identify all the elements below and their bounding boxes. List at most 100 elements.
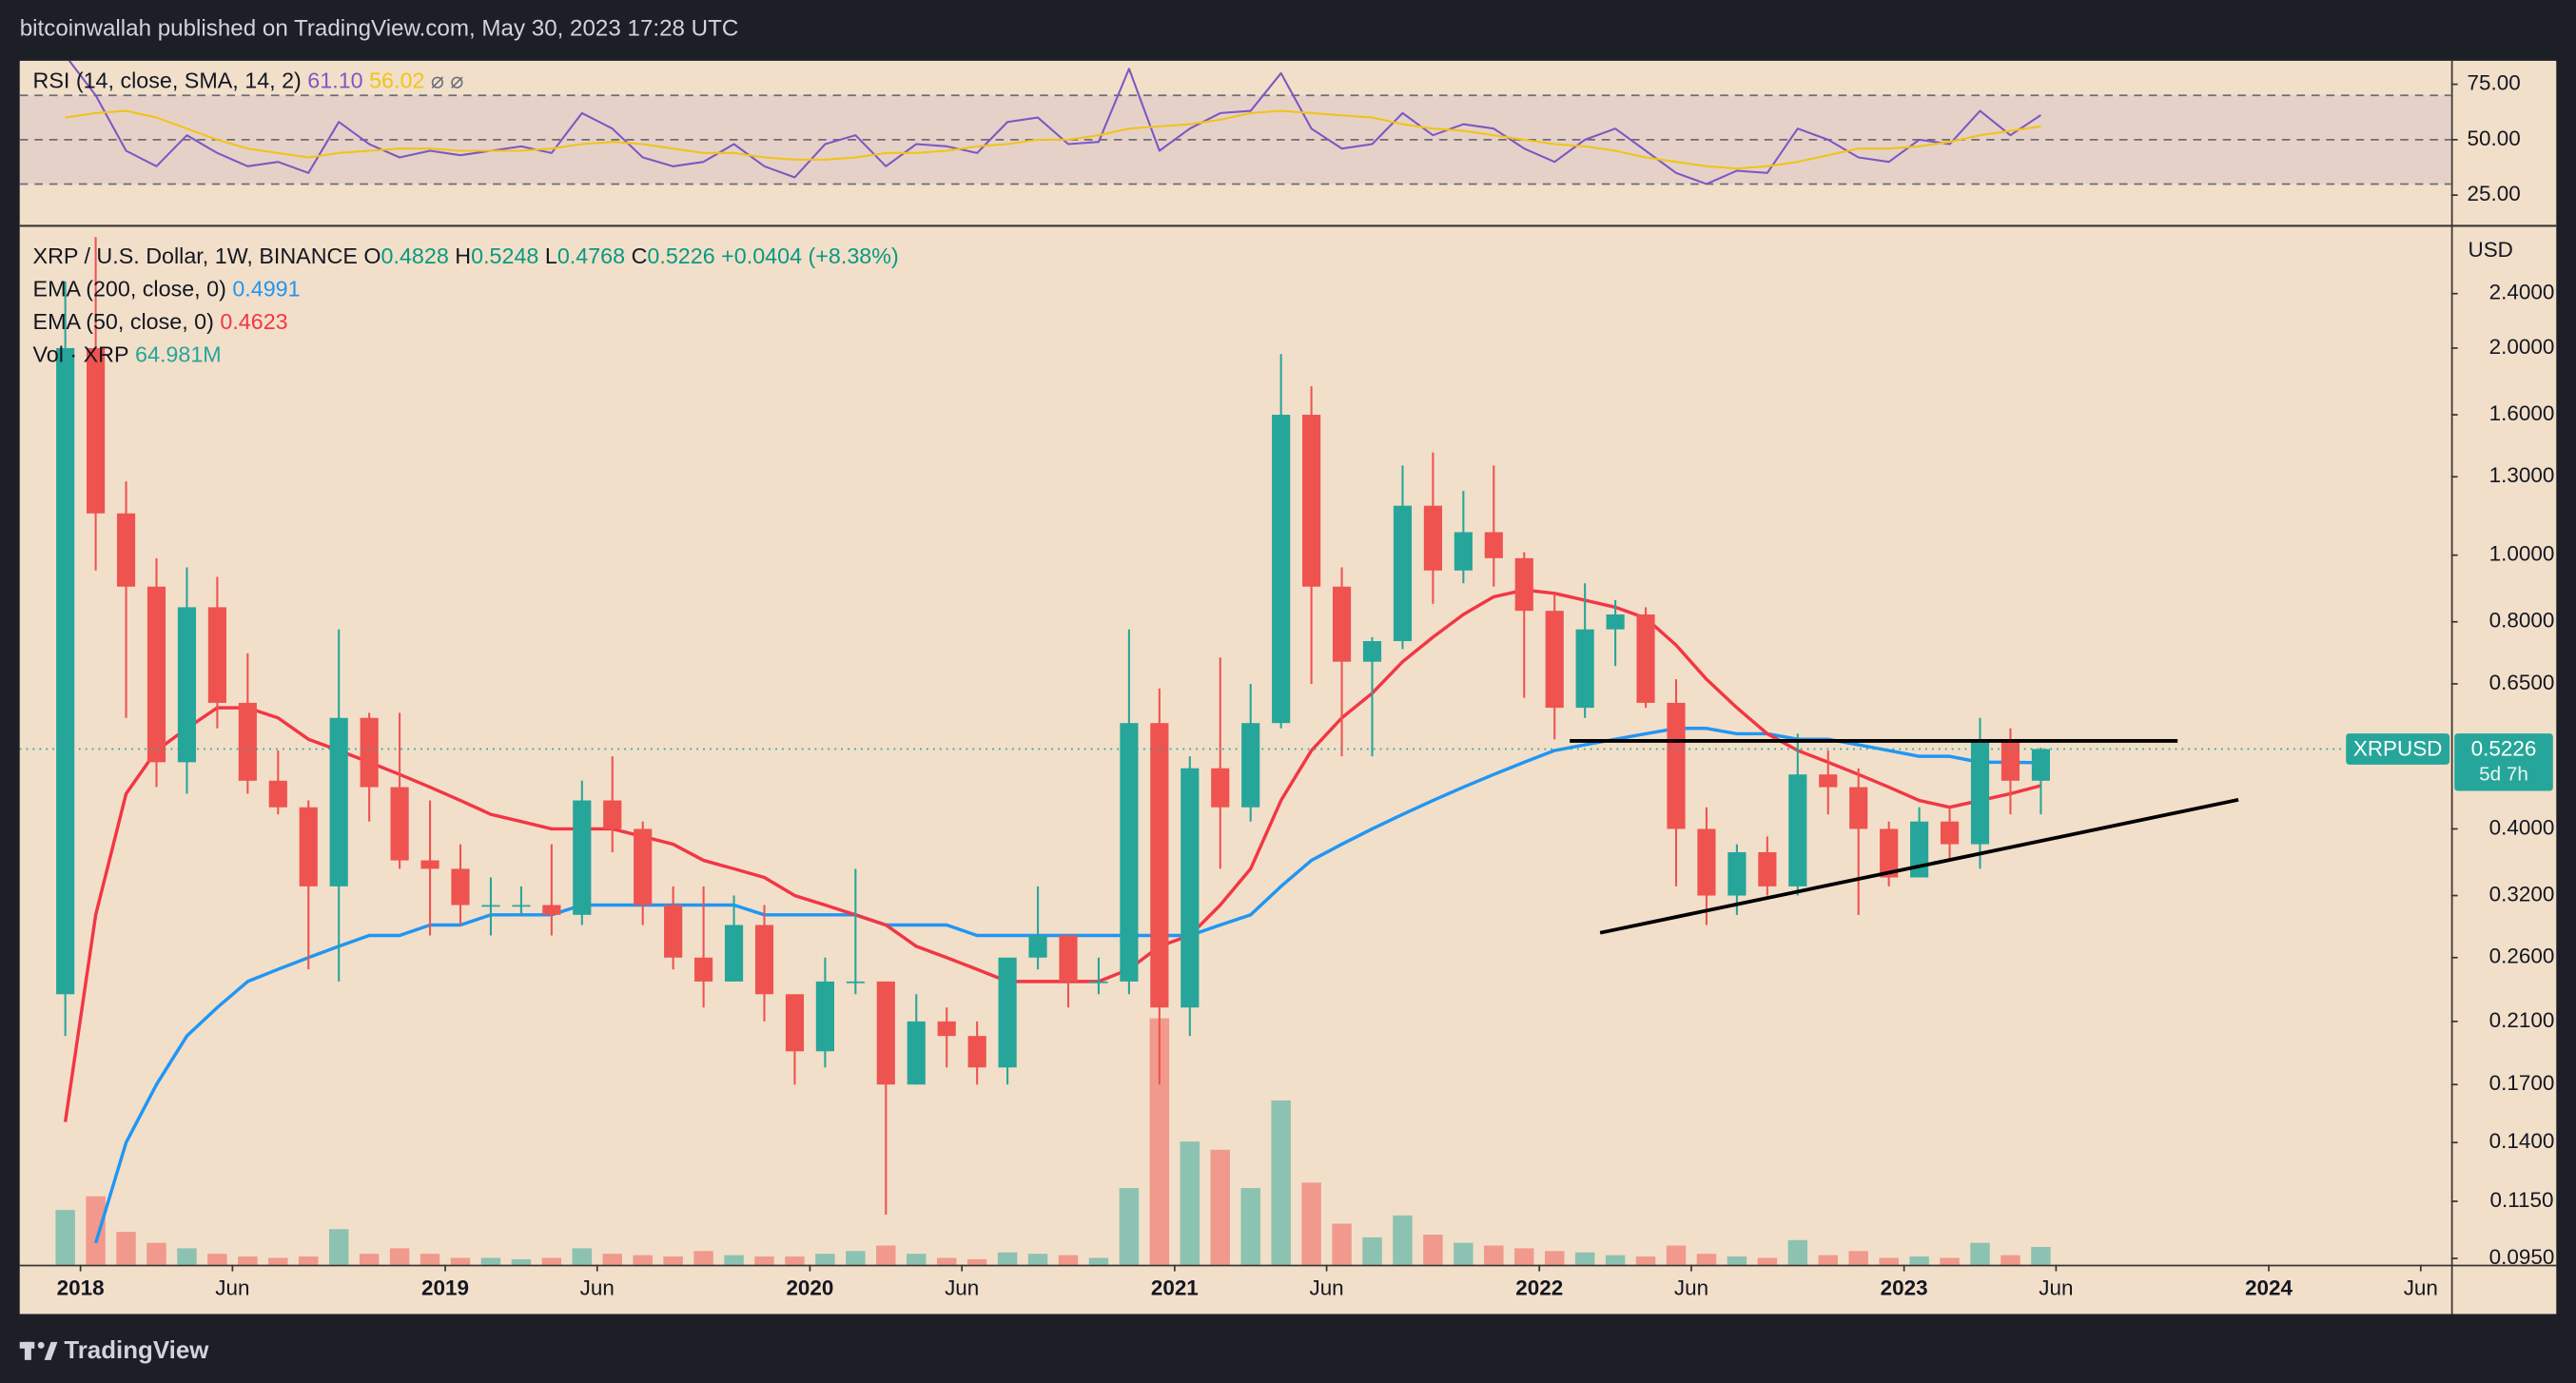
volume-bar [997, 1252, 1018, 1265]
volume-bar [2000, 1255, 2020, 1265]
candle-body [846, 981, 865, 984]
ohlc-label: C [632, 243, 648, 268]
candle-body [1970, 739, 1990, 845]
rsi-tick-label: 75.00 [2468, 71, 2521, 95]
candle-body [694, 957, 713, 982]
volume-bar [299, 1256, 319, 1265]
candle-body [1727, 851, 1747, 896]
logo-part [37, 1341, 45, 1349]
candle-body [56, 347, 75, 995]
legend-name: Vol · XRP [33, 342, 129, 367]
x-tick-label: Jun [2404, 1276, 2438, 1300]
ohlc-value: 0.5248 [471, 243, 538, 268]
candle-body [907, 1021, 926, 1085]
volume-bar [1210, 1149, 1230, 1265]
candle-body [238, 702, 257, 781]
axes: 2.4000 2.0000 1.6000 1.3000 1.0000 0.8000 0.65… [19, 71, 2555, 1300]
candle-body [177, 607, 197, 763]
candle-body [967, 1036, 986, 1068]
candle-body [360, 717, 379, 788]
rsi-tick-label: 25.00 [2468, 182, 2521, 205]
ohlc-label: L [545, 243, 557, 268]
candle-body [1423, 505, 1442, 571]
volume-bar [238, 1256, 258, 1265]
volume-bar [572, 1248, 593, 1265]
volume-bar [1909, 1256, 1929, 1265]
volume-bar [1848, 1251, 1868, 1265]
candle-body [1393, 505, 1413, 642]
legend-name: EMA (200, close, 0) [33, 277, 226, 302]
candle-body [481, 905, 500, 907]
y-tick-label: 0.4000 [2489, 815, 2555, 839]
candle-body [785, 994, 805, 1052]
legend-name: EMA (50, close, 0) [33, 309, 214, 334]
candle-body [603, 800, 622, 829]
candle-body [1758, 851, 1777, 886]
y-tick-label: 0.0950 [2489, 1245, 2555, 1269]
volume-bar [177, 1248, 197, 1265]
volume-bar [1879, 1257, 1899, 1265]
candle-body [268, 780, 287, 808]
candle-body [1667, 702, 1686, 829]
candle-body [1120, 723, 1139, 982]
volume-bar [663, 1256, 683, 1265]
candle-body [1362, 641, 1382, 662]
x-tick-label: 2022 [1515, 1276, 1563, 1300]
ohlc-value: 0.5226 [647, 243, 714, 268]
volume-bar [1696, 1254, 1717, 1265]
rsi-title: RSI (14, close, SMA, 14, 2) [33, 68, 302, 92]
symbol-tag-text: XRPUSD [2353, 736, 2443, 760]
candle-body [1454, 532, 1473, 571]
x-tick-label: Jun [215, 1276, 249, 1300]
candle-body [1697, 828, 1716, 896]
candle-body [1272, 415, 1291, 724]
candle-body [724, 925, 744, 982]
candle-body [1484, 532, 1503, 558]
volume-bar [1362, 1237, 1382, 1265]
x-tick-label: 2019 [421, 1276, 469, 1300]
candle-body [1575, 629, 1594, 709]
volume-bar [815, 1254, 835, 1265]
volume-bar [1970, 1242, 1990, 1265]
volume-bar [1180, 1141, 1200, 1265]
candle-body [146, 586, 166, 763]
x-tick-label: Jun [2039, 1276, 2073, 1300]
volume-bar [876, 1245, 896, 1265]
volume-bar [602, 1254, 622, 1265]
countdown-text: 5d 7h [2479, 764, 2528, 786]
y-tick-label: 0.2100 [2489, 1008, 2555, 1032]
rsi-sma-value: 56.02 [369, 68, 424, 92]
volume-bar [1544, 1251, 1565, 1265]
volume-bar [1727, 1256, 1747, 1265]
volume-legend: Vol · XRP 64.981M [33, 342, 222, 367]
y-tick-label: 0.3200 [2489, 882, 2555, 906]
x-tick-label: Jun [1309, 1276, 1343, 1300]
volume-bar [1454, 1242, 1473, 1265]
ema-line [63, 588, 2041, 1122]
main-legend: XRP / U.S. Dollar, 1W, BINANCE O0.4828 H… [33, 243, 899, 268]
rsi-tick-label: 50.00 [2468, 127, 2521, 150]
volume-bar [966, 1258, 987, 1265]
rsi-line [65, 109, 2041, 170]
volume-bar [907, 1254, 927, 1265]
y-tick-label: 0.1150 [2490, 1188, 2554, 1212]
volume-bar [55, 1210, 75, 1265]
volume-bar [2031, 1246, 2051, 1265]
volume-bar [1940, 1257, 1960, 1265]
candle-body [573, 800, 592, 915]
volume-bar [1514, 1248, 1534, 1265]
volume-bar [1240, 1188, 1260, 1265]
x-tick-label: Jun [580, 1276, 615, 1300]
price-tag-text: 0.5226 [2471, 736, 2537, 760]
ohlc-label: H [455, 243, 471, 268]
y-tick-label: 0.2600 [2489, 945, 2555, 968]
ohlc-value: 0.4768 [557, 243, 625, 268]
x-tick-label: Jun [945, 1276, 979, 1300]
volume-bar [1818, 1255, 1838, 1265]
volume-bar [1666, 1245, 1687, 1265]
legend-value: 64.981M [135, 342, 222, 367]
volume-bar [1149, 1018, 1170, 1265]
volume-bar [207, 1254, 227, 1265]
volume-bar [480, 1257, 501, 1265]
